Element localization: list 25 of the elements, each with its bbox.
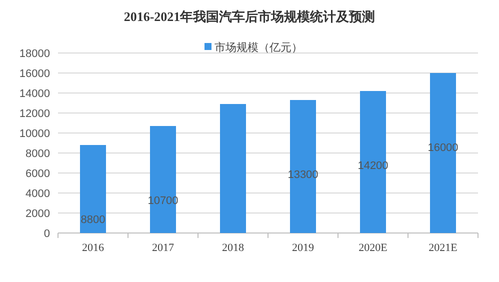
y-tick-label: 6000 [26, 168, 50, 180]
y-tick-label: 2000 [26, 208, 50, 220]
data-label: 8800 [80, 214, 106, 226]
bar [430, 73, 456, 233]
y-tick-label: 8000 [26, 148, 50, 160]
y-tick-label: 12000 [19, 108, 50, 120]
bar [220, 104, 246, 233]
x-tick-label: 2016 [82, 242, 104, 254]
x-tick-label: 2020E [358, 242, 388, 254]
y-tick-label: 14000 [19, 88, 50, 100]
legend-label: 市场规模（亿元） [214, 41, 302, 54]
y-tick-label: 4000 [26, 188, 50, 200]
y-tick-label: 10000 [19, 128, 50, 140]
x-tick-label: 2017 [152, 242, 174, 254]
y-tick-label: 16000 [19, 68, 50, 80]
x-tick-label: 2019 [292, 242, 314, 254]
x-tick-label: 2021E [428, 242, 458, 254]
bar [290, 100, 316, 233]
y-tick-label: 0 [44, 228, 50, 240]
chart-title: 2016-2021年我国汽车后市场规模统计及预测 [124, 9, 376, 24]
y-tick-label: 18000 [19, 48, 50, 60]
x-tick-label: 2018 [222, 242, 244, 254]
bar [80, 145, 106, 233]
bar [150, 126, 176, 233]
bar [360, 91, 386, 233]
